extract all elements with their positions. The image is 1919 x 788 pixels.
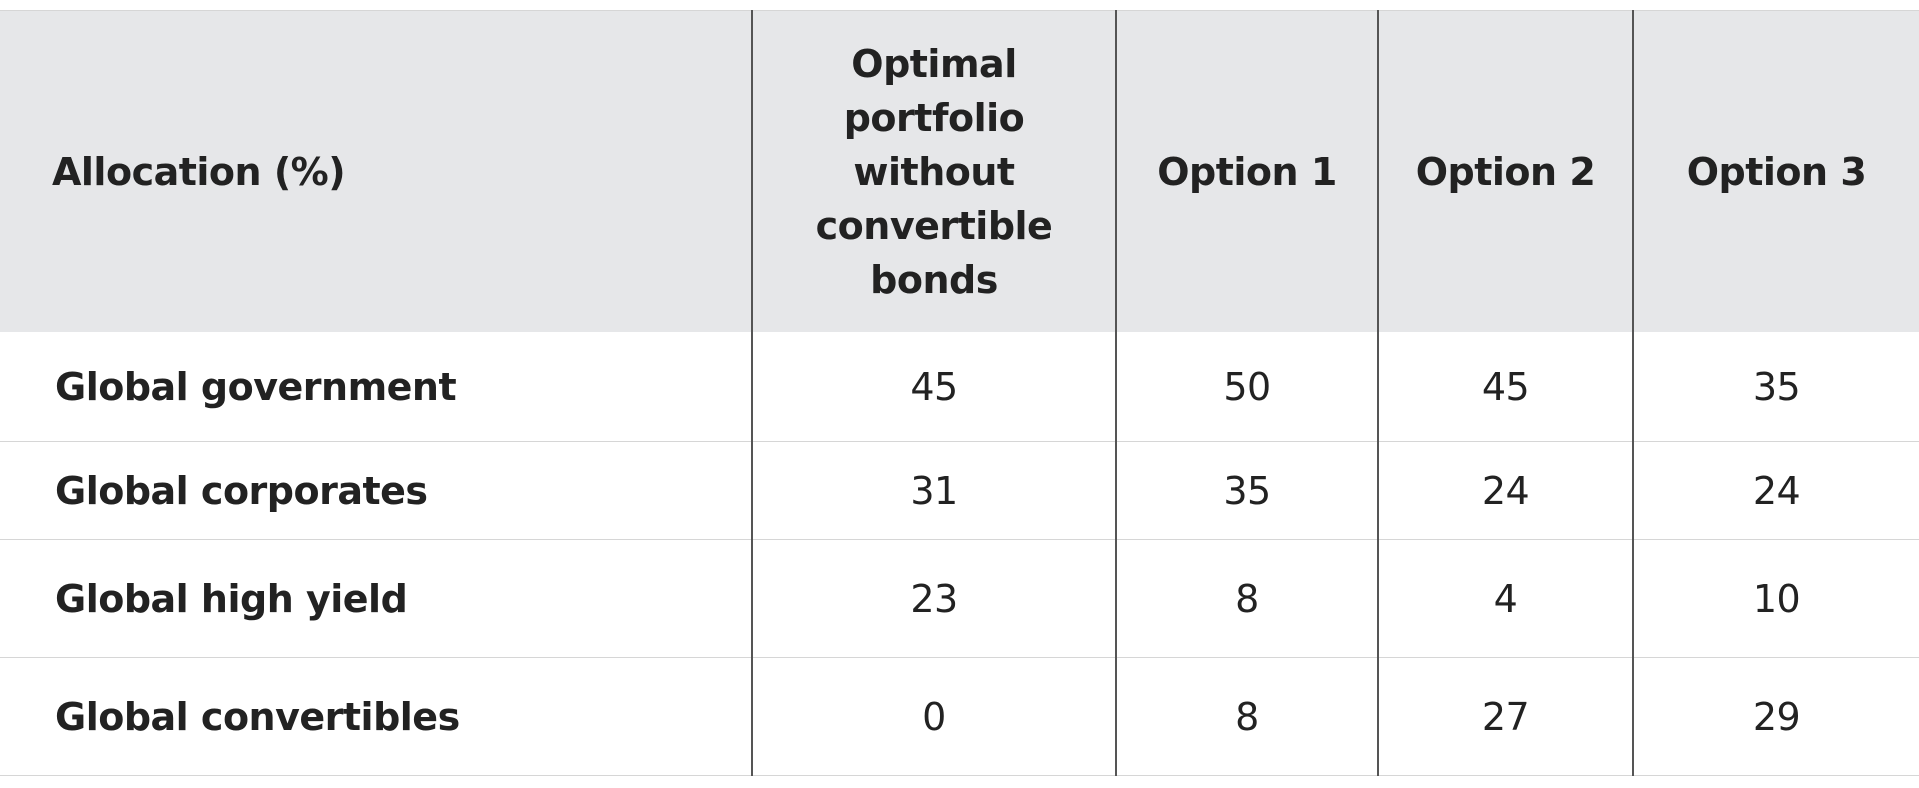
value-cell: 35 <box>1115 441 1378 540</box>
allocation-table: Allocation (%) Optimal portfolio without … <box>0 10 1919 776</box>
header-cell: Option 2 <box>1377 10 1633 332</box>
value-cell: 24 <box>1632 441 1919 540</box>
value-cell: 31 <box>751 441 1116 540</box>
table-header: Allocation (%) Optimal portfolio without … <box>0 10 1919 332</box>
value-cell: 35 <box>1632 332 1919 442</box>
row-label: Global corporates <box>0 441 752 540</box>
row-label: Global government <box>0 332 752 442</box>
value-cell: 29 <box>1632 657 1919 776</box>
header-row: Allocation (%) Optimal portfolio without … <box>0 10 1919 332</box>
value-cell: 4 <box>1377 539 1633 658</box>
value-cell: 23 <box>751 539 1116 658</box>
value-cell: 27 <box>1377 657 1633 776</box>
value-cell: 10 <box>1632 539 1919 658</box>
value-cell: 8 <box>1115 539 1378 658</box>
header-cell: Allocation (%) <box>0 10 752 332</box>
table-row: Global corporates 31 35 24 24 <box>0 441 1919 540</box>
table-row: Global government 45 50 45 35 <box>0 332 1919 442</box>
value-cell: 8 <box>1115 657 1378 776</box>
value-cell: 24 <box>1377 441 1633 540</box>
header-cell: Option 1 <box>1115 10 1378 332</box>
row-label: Global high yield <box>0 539 752 658</box>
table-body: Global government 45 50 45 35 Global corporat… <box>0 332 1919 776</box>
value-cell: 45 <box>751 332 1116 442</box>
header-cell: Optimal portfolio without convertible bo… <box>751 10 1116 332</box>
table-row: Global high yield 23 8 4 10 <box>0 539 1919 658</box>
value-cell: 50 <box>1115 332 1378 442</box>
row-label: Global convertibles <box>0 657 752 776</box>
value-cell: 45 <box>1377 332 1633 442</box>
table-row: Global convertibles 0 8 27 29 <box>0 657 1919 776</box>
value-cell: 0 <box>751 657 1116 776</box>
header-cell: Option 3 <box>1632 10 1919 332</box>
